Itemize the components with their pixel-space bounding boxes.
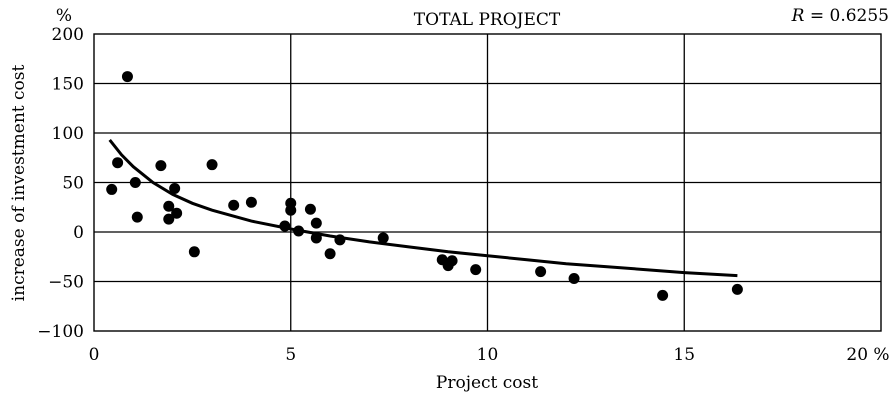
- data-point: [535, 266, 547, 278]
- y-tick-label: 200: [52, 25, 84, 45]
- data-point: [129, 177, 141, 188]
- data-point: [377, 232, 389, 244]
- data-points: [106, 71, 743, 301]
- data-point: [171, 207, 183, 219]
- y-tick-label: 150: [52, 75, 84, 95]
- x-tick-label: 10: [477, 345, 499, 365]
- data-point: [304, 203, 316, 215]
- grid: [94, 34, 881, 331]
- data-point: [228, 199, 240, 211]
- x-axis-ticks: 0 5 10 15: [89, 345, 695, 365]
- y-tick-label: 50: [62, 174, 84, 194]
- y-tick-label: 100: [52, 124, 84, 144]
- correlation-label: R = 0.6255: [791, 6, 889, 26]
- data-point: [169, 182, 181, 194]
- data-point: [293, 225, 305, 237]
- x-axis-label: Project cost: [436, 373, 538, 393]
- x-tick-label: 15: [673, 345, 695, 365]
- x-unit-label: 20 %: [846, 345, 889, 365]
- y-axis-ticks: 200 150 100 50 0 −50 −100: [37, 25, 84, 342]
- data-point: [470, 264, 482, 276]
- data-point: [155, 160, 167, 172]
- data-point: [112, 157, 124, 169]
- y-tick-label: −50: [48, 273, 84, 293]
- data-point: [731, 283, 743, 295]
- correlation-symbol: R: [791, 6, 805, 26]
- data-point: [163, 200, 175, 212]
- y-tick-label: −100: [37, 322, 84, 342]
- plot-frame: [93, 33, 882, 332]
- y-unit-label: %: [56, 6, 72, 26]
- data-point: [163, 213, 175, 225]
- data-point: [310, 217, 322, 229]
- data-point: [206, 159, 218, 171]
- y-tick-label: 0: [73, 223, 84, 243]
- data-point: [324, 248, 336, 260]
- x-tick-label: 5: [285, 345, 296, 365]
- data-point: [310, 232, 322, 244]
- data-point: [131, 211, 143, 223]
- data-point: [568, 273, 580, 285]
- data-point: [446, 255, 458, 267]
- data-point: [245, 196, 257, 208]
- data-point: [279, 220, 291, 232]
- x-tick-label: 0: [89, 345, 100, 365]
- trend-line: [108, 138, 738, 278]
- data-point: [285, 204, 297, 216]
- data-point: [121, 71, 133, 83]
- data-point: [106, 183, 118, 195]
- chart-title: TOTAL PROJECT: [414, 10, 561, 30]
- y-axis-label: increase of investment cost: [9, 65, 29, 302]
- data-point: [657, 289, 669, 301]
- data-point: [334, 234, 346, 246]
- data-point: [188, 246, 200, 258]
- correlation-value: = 0.6255: [804, 6, 889, 26]
